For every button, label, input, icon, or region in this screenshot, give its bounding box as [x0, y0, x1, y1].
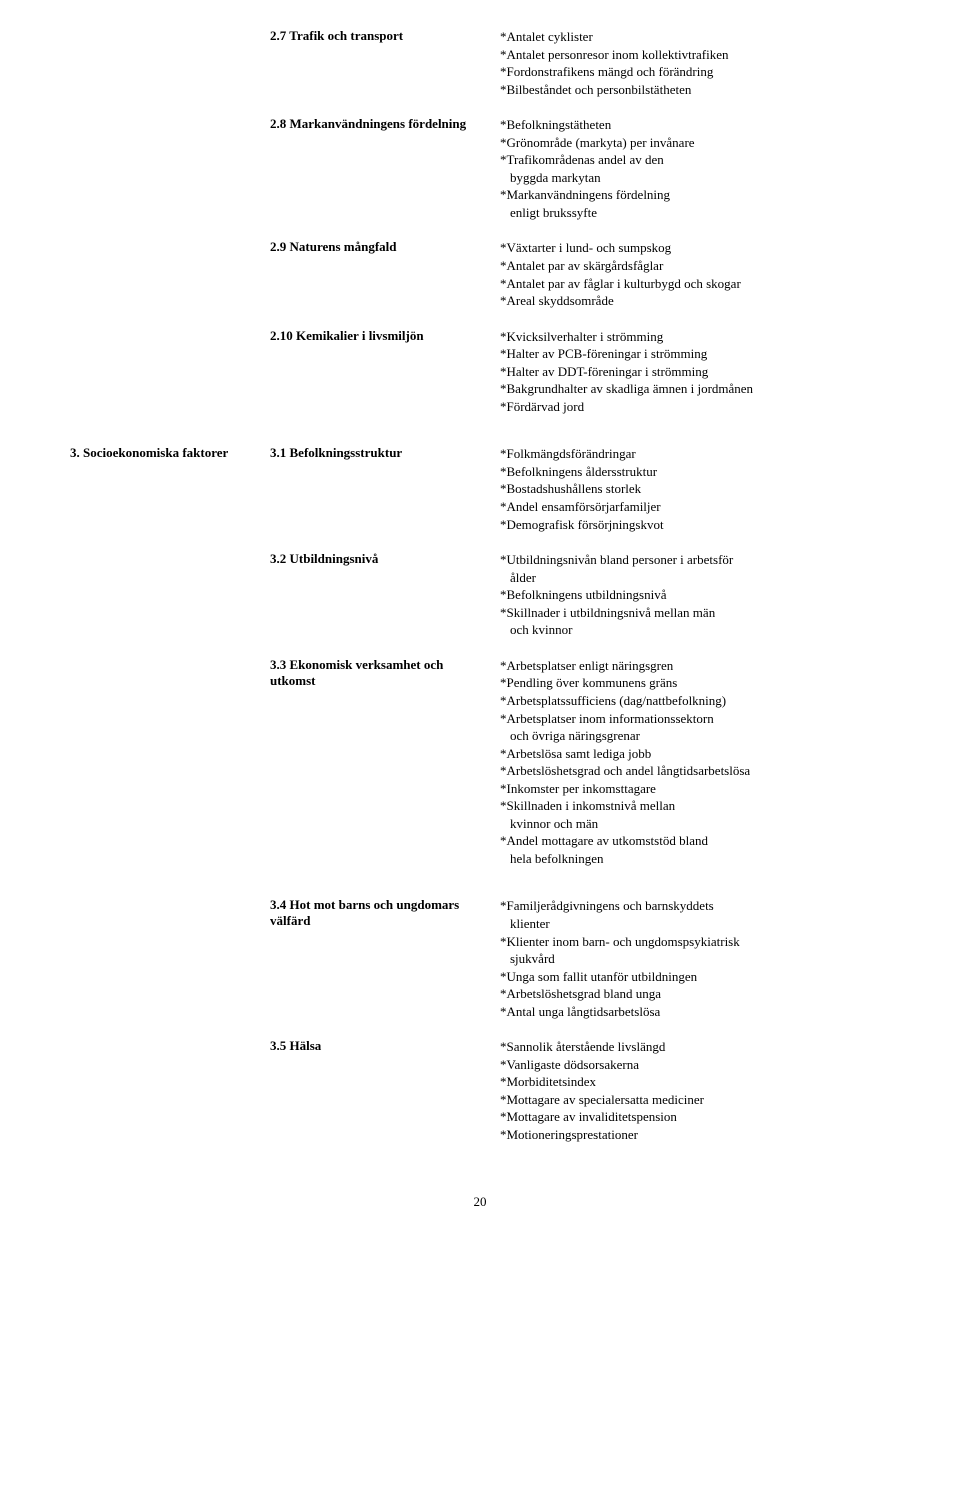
indicator-item: ålder: [500, 569, 890, 587]
indicator-list: *Sannolik återstående livslängd*Vanligas…: [500, 1038, 890, 1143]
document-page: 2.7 Trafik och transport*Antalet cyklist…: [0, 0, 960, 1250]
indicator-item: *Klienter inom barn- och ungdomspsykiatr…: [500, 933, 890, 951]
indicator-item: *Vanligaste dödsorsakerna: [500, 1056, 890, 1074]
indicator-list: *Folkmängdsförändringar*Befolkningens ål…: [500, 445, 890, 533]
indicator-item: *Halter av DDT-föreningar i strömming: [500, 363, 890, 381]
indicator-item: *Markanvändningens fördelning: [500, 186, 890, 204]
subcategory-label: 2.9 Naturens mångfald: [270, 239, 500, 255]
table-row: 3. Socioekonomiska faktorer3.1 Befolknin…: [70, 445, 890, 533]
indicator-item: *Växtarter i lund- och sumpskog: [500, 239, 890, 257]
subcategory-label: 3.3 Ekonomisk verksamhet och utkomst: [270, 657, 500, 689]
indicator-item: *Mottagare av invaliditetspension: [500, 1108, 890, 1126]
table-row: 2.8 Markanvändningens fördelning*Befolkn…: [70, 116, 890, 221]
indicator-item: *Arbetslösa samt lediga jobb: [500, 745, 890, 763]
indicator-item: *Morbiditetsindex: [500, 1073, 890, 1091]
indicator-item: *Skillnaden i inkomstnivå mellan: [500, 797, 890, 815]
indicator-item: *Arbetsplatser inom informationssektorn: [500, 710, 890, 728]
subcategory-label: 3.5 Hälsa: [270, 1038, 500, 1054]
indicator-list: *Växtarter i lund- och sumpskog*Antalet …: [500, 239, 890, 309]
subcategory-label: 3.4 Hot mot barns och ungdomars välfärd: [270, 897, 500, 929]
indicator-list: *Kvicksilverhalter i strömming*Halter av…: [500, 328, 890, 416]
indicator-item: *Andel mottagare av utkomststöd bland: [500, 832, 890, 850]
subcategory-label: 2.10 Kemikalier i livsmiljön: [270, 328, 500, 344]
indicator-item: *Antalet par av fåglar i kulturbygd och …: [500, 275, 890, 293]
indicator-item: *Skillnader i utbildningsnivå mellan män: [500, 604, 890, 622]
indicator-list: *Familjerådgivningens och barnskyddetskl…: [500, 897, 890, 1020]
indicator-item: *Areal skyddsområde: [500, 292, 890, 310]
indicator-item: och övriga näringsgrenar: [500, 727, 890, 745]
indicator-item: *Antalet cyklister: [500, 28, 890, 46]
indicator-item: sjukvård: [500, 950, 890, 968]
table-row: 2.7 Trafik och transport*Antalet cyklist…: [70, 28, 890, 98]
indicator-item: byggda markytan: [500, 169, 890, 187]
indicator-item: hela befolkningen: [500, 850, 890, 868]
indicator-item: *Antalet par av skärgårdsfåglar: [500, 257, 890, 275]
indicator-item: och kvinnor: [500, 621, 890, 639]
subcategory-label: 2.7 Trafik och transport: [270, 28, 500, 44]
table-row: 3.5 Hälsa*Sannolik återstående livslängd…: [70, 1038, 890, 1143]
indicator-item: *Antalet personresor inom kollektivtrafi…: [500, 46, 890, 64]
indicator-item: *Unga som fallit utanför utbildningen: [500, 968, 890, 986]
indicator-item: *Befolkningstätheten: [500, 116, 890, 134]
subcategory-label: 3.2 Utbildningsnivå: [270, 551, 500, 567]
indicator-item: *Fordonstrafikens mängd och förändring: [500, 63, 890, 81]
indicator-item: *Sannolik återstående livslängd: [500, 1038, 890, 1056]
indicator-list: *Befolkningstätheten*Grönområde (markyta…: [500, 116, 890, 221]
table-row: 3.4 Hot mot barns och ungdomars välfärd*…: [70, 897, 890, 1020]
indicator-item: *Inkomster per inkomsttagare: [500, 780, 890, 798]
indicator-list: *Arbetsplatser enligt näringsgren*Pendli…: [500, 657, 890, 868]
indicator-item: *Arbetsplatser enligt näringsgren: [500, 657, 890, 675]
table-row: 3.3 Ekonomisk verksamhet och utkomst*Arb…: [70, 657, 890, 868]
indicator-item: *Arbetsplatssufficiens (dag/nattbefolkni…: [500, 692, 890, 710]
page-number: 20: [70, 1194, 890, 1210]
indicator-item: *Andel ensamförsörjarfamiljer: [500, 498, 890, 516]
indicator-item: *Familjerådgivningens och barnskyddets: [500, 897, 890, 915]
indicator-item: *Bakgrundhalter av skadliga ämnen i jord…: [500, 380, 890, 398]
indicator-item: *Utbildningsnivån bland personer i arbet…: [500, 551, 890, 569]
indicator-item: *Arbetslöshetsgrad och andel långtidsarb…: [500, 762, 890, 780]
subcategory-label: 2.8 Markanvändningens fördelning: [270, 116, 500, 132]
indicator-item: *Trafikområdenas andel av den: [500, 151, 890, 169]
category-label: 3. Socioekonomiska faktorer: [70, 445, 270, 461]
indicator-item: *Pendling över kommunens gräns: [500, 674, 890, 692]
indicator-item: *Grönområde (markyta) per invånare: [500, 134, 890, 152]
indicator-item: enligt brukssyfte: [500, 204, 890, 222]
indicator-item: kvinnor och män: [500, 815, 890, 833]
indicator-item: *Befolkningens utbildningsnivå: [500, 586, 890, 604]
subcategory-label: 3.1 Befolkningsstruktur: [270, 445, 500, 461]
indicator-item: *Demografisk försörjningskvot: [500, 516, 890, 534]
indicator-item: *Mottagare av specialersatta mediciner: [500, 1091, 890, 1109]
indicator-item: *Fördärvad jord: [500, 398, 890, 416]
indicator-item: *Halter av PCB-föreningar i strömming: [500, 345, 890, 363]
rows-container: 2.7 Trafik och transport*Antalet cyklist…: [70, 28, 890, 1144]
indicator-item: *Befolkningens åldersstruktur: [500, 463, 890, 481]
table-row: 3.2 Utbildningsnivå*Utbildningsnivån bla…: [70, 551, 890, 639]
indicator-item: *Bilbeståndet och personbilstätheten: [500, 81, 890, 99]
indicator-item: *Bostadshushållens storlek: [500, 480, 890, 498]
indicator-item: *Arbetslöshetsgrad bland unga: [500, 985, 890, 1003]
indicator-list: *Antalet cyklister*Antalet personresor i…: [500, 28, 890, 98]
indicator-item: klienter: [500, 915, 890, 933]
indicator-item: *Folkmängdsförändringar: [500, 445, 890, 463]
table-row: 2.9 Naturens mångfald*Växtarter i lund- …: [70, 239, 890, 309]
indicator-item: *Kvicksilverhalter i strömming: [500, 328, 890, 346]
table-row: 2.10 Kemikalier i livsmiljön*Kvicksilver…: [70, 328, 890, 416]
indicator-list: *Utbildningsnivån bland personer i arbet…: [500, 551, 890, 639]
indicator-item: *Motioneringsprestationer: [500, 1126, 890, 1144]
indicator-item: *Antal unga långtidsarbetslösa: [500, 1003, 890, 1021]
